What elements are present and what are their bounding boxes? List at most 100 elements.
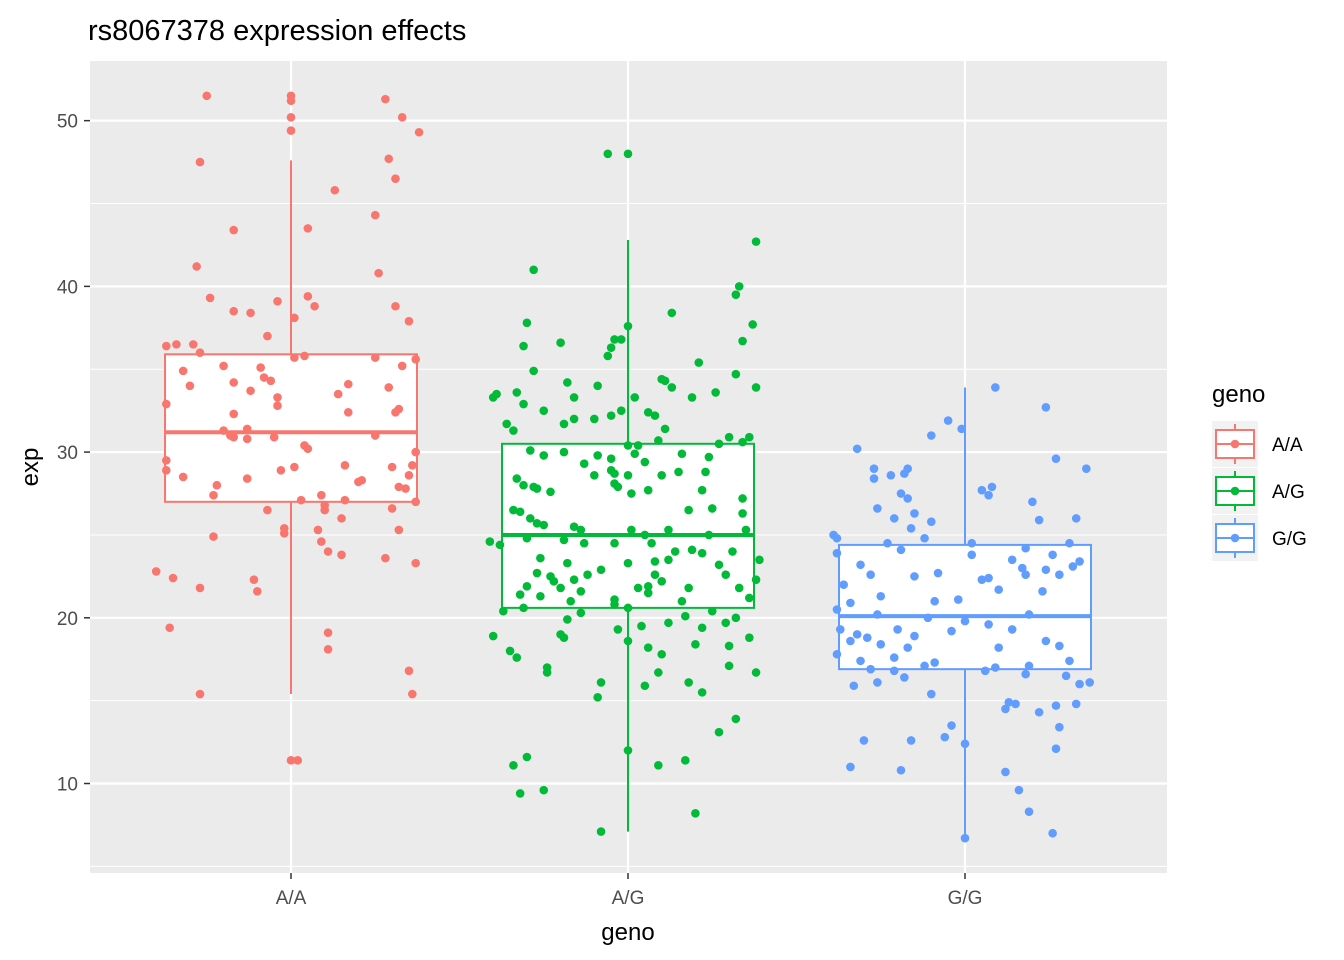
data-point	[906, 524, 916, 533]
data-point	[411, 497, 420, 507]
data-point	[246, 308, 255, 318]
data-point	[556, 338, 565, 348]
data-point	[603, 149, 613, 159]
data-point	[640, 457, 650, 467]
data-point	[738, 509, 747, 518]
data-point	[1061, 671, 1071, 681]
data-point	[290, 462, 299, 472]
data-point	[697, 485, 707, 495]
data-point	[563, 615, 572, 624]
axis-layer: 10 20 30 40 50 A/A A/G G/G	[57, 112, 983, 909]
data-point	[751, 383, 761, 392]
data-point	[1041, 636, 1051, 646]
x-tick-label-aa: A/A	[276, 888, 307, 909]
data-point	[165, 623, 174, 633]
data-point	[313, 525, 323, 535]
data-point	[664, 525, 673, 535]
data-point	[276, 466, 286, 475]
data-point	[303, 224, 313, 233]
data-point	[889, 514, 899, 523]
data-point	[707, 606, 717, 616]
data-point	[569, 414, 579, 424]
data-point	[1004, 698, 1014, 707]
data-point	[606, 343, 616, 352]
data-point	[839, 580, 848, 589]
data-point	[317, 537, 326, 546]
data-point	[330, 185, 340, 195]
data-point	[633, 441, 643, 450]
data-point	[404, 316, 414, 326]
data-point	[209, 490, 218, 500]
legend: geno A/A A/G G/G	[1212, 381, 1307, 561]
data-point	[640, 681, 650, 691]
data-point	[947, 721, 956, 730]
data-point	[559, 447, 569, 457]
point-layer	[151, 91, 1094, 843]
x-tick-label-ag: A/G	[612, 888, 645, 909]
data-point	[647, 538, 656, 548]
data-point	[852, 444, 862, 454]
data-point	[714, 439, 724, 449]
data-point	[616, 406, 626, 415]
legend-item-gg: G/G	[1212, 515, 1307, 561]
data-point	[691, 809, 700, 818]
y-tick-label: 20	[57, 609, 78, 630]
y-tick-label: 40	[57, 277, 78, 298]
data-point	[293, 756, 303, 765]
legend-label: A/A	[1272, 435, 1303, 456]
data-point	[559, 535, 569, 545]
data-point	[721, 618, 731, 628]
data-point	[832, 605, 842, 614]
data-point	[755, 555, 764, 565]
legend-item-ag: A/G	[1212, 468, 1305, 514]
data-point	[920, 533, 929, 543]
x-tick-label-gg: G/G	[948, 888, 983, 909]
data-point	[539, 785, 549, 795]
data-point	[411, 558, 420, 568]
data-point	[903, 643, 913, 652]
data-point	[910, 572, 919, 581]
data-point	[172, 340, 181, 349]
data-point	[866, 664, 875, 674]
data-point	[643, 485, 653, 495]
data-point	[738, 437, 747, 447]
data-point	[738, 336, 747, 346]
data-point	[616, 335, 626, 344]
data-point	[613, 482, 623, 492]
iqr-box	[164, 353, 418, 503]
data-point	[569, 393, 579, 402]
data-point	[202, 91, 212, 101]
legend-point	[1230, 533, 1240, 543]
data-point	[219, 426, 228, 435]
data-point	[1048, 550, 1057, 560]
data-point	[667, 308, 677, 318]
data-point	[566, 596, 576, 606]
data-point	[859, 736, 869, 745]
data-point	[943, 416, 953, 425]
data-point	[229, 306, 239, 316]
data-point	[1075, 557, 1084, 566]
data-point	[846, 762, 855, 772]
data-point	[168, 573, 178, 583]
data-point	[994, 585, 1003, 594]
data-point	[650, 557, 660, 566]
data-point	[697, 688, 707, 697]
data-point	[1007, 555, 1017, 565]
data-point	[832, 649, 842, 659]
data-point	[539, 520, 549, 530]
data-point	[606, 411, 616, 420]
data-point	[512, 653, 522, 662]
data-point	[370, 431, 380, 440]
data-point	[627, 525, 636, 535]
data-point	[1055, 722, 1064, 732]
data-point	[590, 470, 599, 480]
data-point	[684, 678, 693, 687]
data-point	[984, 490, 993, 500]
points-gg	[829, 383, 1094, 843]
data-point	[745, 633, 754, 642]
data-point	[195, 689, 205, 699]
data-point	[290, 313, 299, 323]
data-point	[411, 354, 420, 364]
data-point	[889, 666, 899, 676]
